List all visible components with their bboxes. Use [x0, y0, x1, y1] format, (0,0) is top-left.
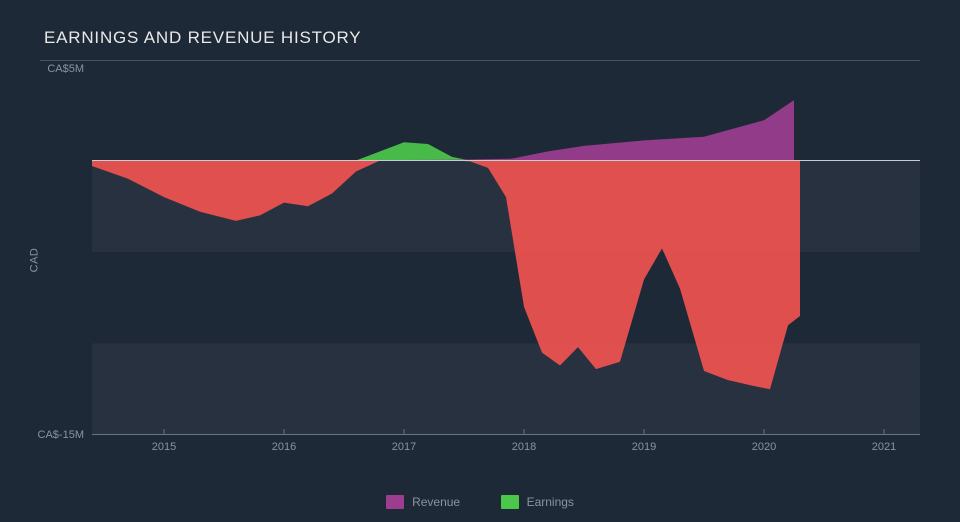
legend-swatch-revenue — [386, 495, 404, 509]
x-axis: 2015 2016 2017 2018 2019 2020 2021 — [92, 439, 920, 459]
legend: Revenue Earnings — [0, 495, 960, 514]
chart-area: CAD CA$5MCA$-15M 2015 2016 2017 2018 2019 202… — [40, 69, 920, 459]
x-tick: 2019 — [632, 441, 656, 453]
legend-label-revenue: Revenue — [412, 495, 460, 509]
plot-area — [92, 69, 920, 435]
legend-item-revenue: Revenue — [386, 495, 460, 509]
y-axis-title: CAD — [28, 248, 40, 273]
x-tick: 2018 — [512, 441, 536, 453]
chart-container: EARNINGS AND REVENUE HISTORY CAD CA$5MCA… — [0, 0, 960, 522]
x-tick: 2015 — [152, 441, 176, 453]
legend-item-earnings: Earnings — [501, 495, 574, 509]
y-axis: CAD CA$5MCA$-15M — [40, 69, 86, 459]
x-tick: 2017 — [392, 441, 416, 453]
y-label: CA$5M — [47, 63, 84, 75]
x-tick: 2016 — [272, 441, 296, 453]
y-label: CA$-15M — [38, 429, 84, 441]
x-tick: 2020 — [752, 441, 776, 453]
x-tick: 2021 — [872, 441, 896, 453]
chart-title: EARNINGS AND REVENUE HISTORY — [40, 20, 920, 61]
legend-swatch-earnings — [501, 495, 519, 509]
legend-label-earnings: Earnings — [527, 495, 574, 509]
plot-svg — [92, 69, 920, 435]
